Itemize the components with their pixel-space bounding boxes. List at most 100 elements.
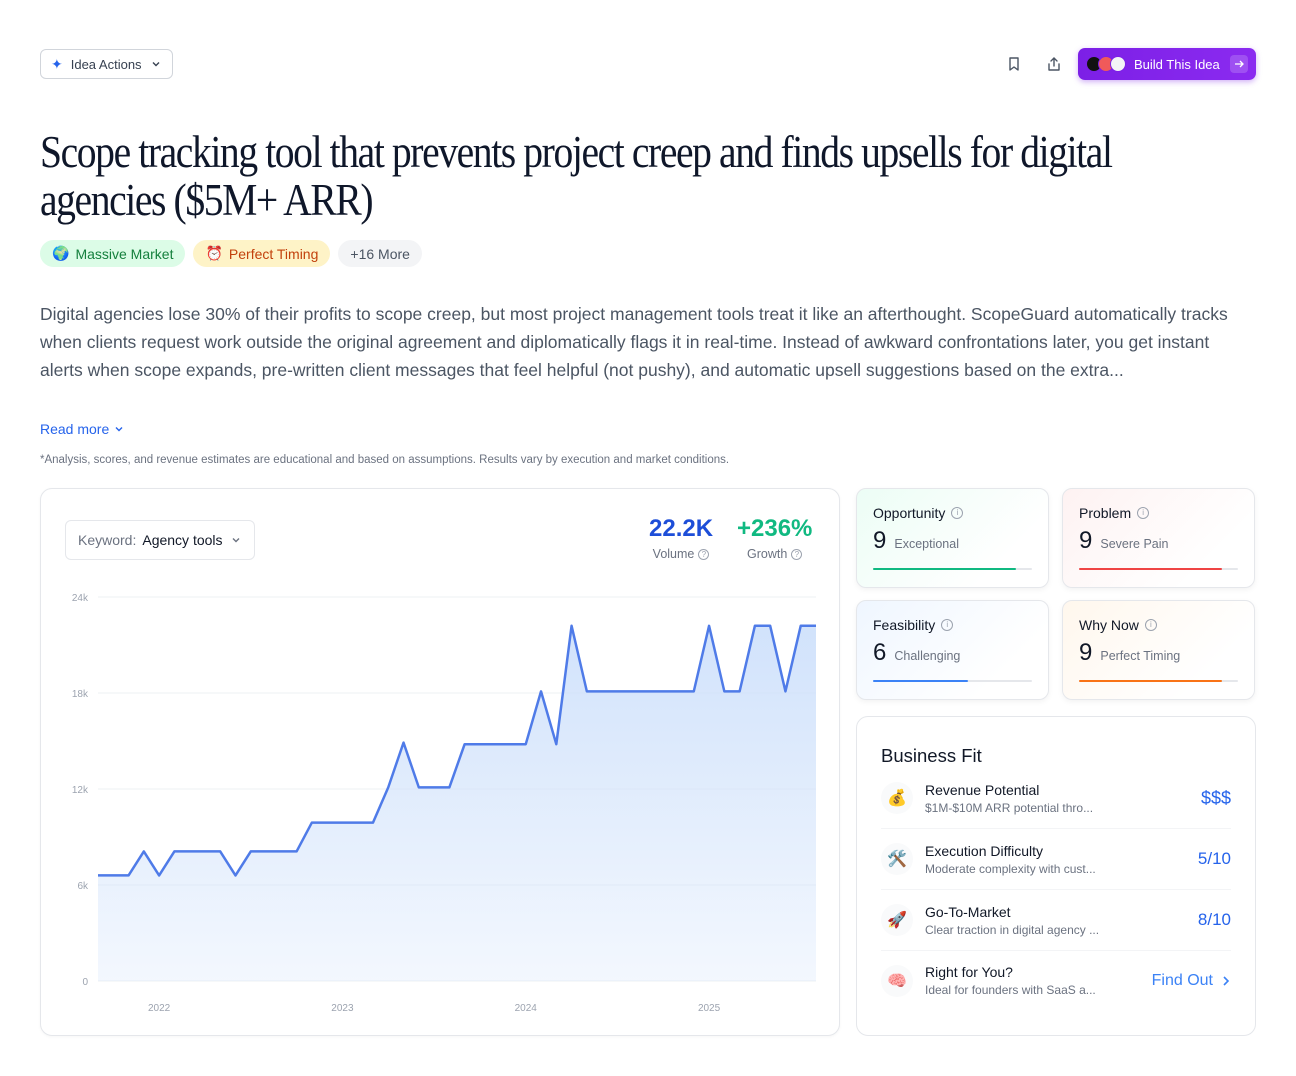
tag-label: +16 More xyxy=(350,245,410,262)
row-title: Execution Difficulty xyxy=(925,842,1044,859)
row-title: Right for You? xyxy=(925,964,1013,980)
row-subtitle: $1M-$10M ARR potential thro... xyxy=(925,800,1094,815)
info-icon[interactable]: i xyxy=(1137,507,1150,519)
score-card-feasibility[interactable]: Feasibility i 6 Challenging xyxy=(856,600,1049,700)
series-line xyxy=(98,624,816,877)
idea-actions-button[interactable]: ✦ Idea Actions xyxy=(40,49,173,79)
y-tick-label: 18k xyxy=(72,689,89,700)
find-out-button[interactable]: Find Out xyxy=(1152,972,1231,990)
score-bar-fill xyxy=(1079,568,1223,570)
score-name: Problem xyxy=(1079,505,1132,521)
find-out-label: Find Out xyxy=(1151,971,1213,989)
score-value: 6 xyxy=(873,639,887,666)
business-fit-card: Business Fit 💰 Revenue Potential $1M-$10M… xyxy=(856,716,1256,1036)
score-bar xyxy=(1079,568,1238,570)
brain-icon: 🧠 xyxy=(881,964,913,997)
y-tick-label: 12k xyxy=(72,785,89,796)
idea-description: Digital agencies lose 30% of their profi… xyxy=(40,304,1228,380)
chevron-down-icon xyxy=(115,427,123,432)
bookmark-button[interactable] xyxy=(1002,52,1026,76)
chevron-right-icon xyxy=(1223,975,1230,986)
y-tick-label: 6k xyxy=(77,881,89,892)
business-fit-row-right-for-you[interactable]: 🧠 Right for You? Ideal for founders with … xyxy=(881,950,1231,1011)
business-fit-row-execution[interactable]: 🛠️ Execution Difficulty Moderate complexi… xyxy=(881,829,1231,890)
keyword-value: Agency tools xyxy=(142,532,223,548)
info-icon[interactable]: i xyxy=(941,619,954,631)
business-fit-title: Business Fit xyxy=(881,745,982,766)
chevron-down-icon xyxy=(152,62,160,67)
tag-label: Massive Market xyxy=(75,245,174,262)
score-desc: Severe Pain xyxy=(1100,537,1169,551)
growth-label: Growth xyxy=(747,547,788,561)
row-subtitle: Ideal for founders with SaaS a... xyxy=(925,983,1096,997)
build-this-idea-button[interactable]: Build This Idea xyxy=(1078,48,1256,80)
row-value: 8/10 xyxy=(1197,910,1231,929)
builder-logos xyxy=(1086,56,1126,72)
score-desc: Exceptional xyxy=(894,537,959,551)
row-value: $$$ xyxy=(1200,787,1231,808)
build-button-label: Build This Idea xyxy=(1134,56,1220,72)
x-tick-label: 2022 xyxy=(148,1003,171,1014)
money-bag-icon: 💰 xyxy=(881,782,913,814)
alarm-clock-icon: ⏰ xyxy=(205,245,223,261)
row-title: Go-To-Market xyxy=(925,903,1011,920)
score-name: Why Now xyxy=(1079,617,1139,633)
score-card-problem[interactable]: Problem i 9 Severe Pain xyxy=(1062,488,1255,588)
chevron-down-icon xyxy=(232,538,240,543)
growth-value: +236% xyxy=(737,515,813,542)
bookmark-icon xyxy=(1009,57,1019,71)
keyword-label: Keyword: xyxy=(78,532,137,548)
sparkle-icon: ✦ xyxy=(51,56,63,72)
volume-stat: 22.2K Volume? xyxy=(649,515,713,561)
score-value: 9 xyxy=(1079,639,1093,666)
x-tick-label: 2024 xyxy=(515,1003,538,1014)
globe-icon: 🌍 xyxy=(52,245,70,261)
tag-label: Perfect Timing xyxy=(228,245,319,262)
series-area xyxy=(98,625,816,981)
score-name: Feasibility xyxy=(873,617,936,633)
score-desc: Perfect Timing xyxy=(1100,649,1181,663)
tag-list: 🌍 Massive Market ⏰ Perfect Timing +16 Mo… xyxy=(40,240,422,267)
help-icon[interactable]: ? xyxy=(698,548,710,560)
score-card-opportunity[interactable]: Opportunity i 9 Exceptional xyxy=(856,488,1049,588)
tag-perfect-timing[interactable]: ⏰ Perfect Timing xyxy=(193,240,331,267)
row-subtitle: Clear traction in digital agency ... xyxy=(925,922,1100,937)
growth-stat: +236% Growth? xyxy=(737,515,812,561)
keyword-select[interactable]: Keyword: Agency tools xyxy=(65,520,255,560)
keyword-trend-card: Keyword: Agency tools 22.2K Volume? +236… xyxy=(40,488,840,1036)
volume-value: 22.2K xyxy=(649,515,714,542)
score-bar-fill xyxy=(873,568,1017,570)
y-tick-label: 24k xyxy=(72,593,89,604)
info-icon[interactable]: i xyxy=(951,507,964,519)
score-bar-fill xyxy=(1079,680,1223,682)
rocket-icon: 🚀 xyxy=(881,904,913,936)
row-value: 5/10 xyxy=(1197,849,1231,868)
read-more-link[interactable]: Read more xyxy=(40,421,125,437)
score-card-why-now[interactable]: Why Now i 9 Perfect Timing xyxy=(1062,600,1255,700)
share-icon xyxy=(1048,57,1060,71)
idea-actions-label: Idea Actions xyxy=(70,56,142,72)
x-tick-label: 2023 xyxy=(331,1003,354,1014)
help-icon[interactable]: ? xyxy=(791,548,803,560)
score-bar-fill xyxy=(873,680,969,682)
info-icon[interactable]: i xyxy=(1144,619,1157,631)
score-bar xyxy=(1079,680,1238,682)
score-name: Opportunity xyxy=(873,505,946,521)
tag-massive-market[interactable]: 🌍 Massive Market xyxy=(40,240,186,267)
score-desc: Challenging xyxy=(894,649,961,663)
score-value: 9 xyxy=(1079,527,1093,554)
volume-label: Volume xyxy=(652,547,695,561)
business-fit-row-gtm[interactable]: 🚀 Go-To-Market Clear traction in digital … xyxy=(881,890,1231,951)
row-subtitle: Moderate complexity with cust... xyxy=(925,861,1096,876)
disclaimer-text: *Analysis, scores, and revenue estimates… xyxy=(40,454,730,466)
row-title: Revenue Potential xyxy=(925,781,1040,798)
x-tick-label: 2025 xyxy=(698,1003,721,1014)
score-value: 9 xyxy=(873,527,887,554)
more-tags-button[interactable]: +16 More xyxy=(338,240,422,267)
page-title: Scope tracking tool that prevents projec… xyxy=(40,127,1113,225)
business-fit-row-revenue[interactable]: 💰 Revenue Potential $1M-$10M ARR potentia… xyxy=(881,768,1231,829)
arrow-right-icon xyxy=(1230,55,1248,73)
tools-icon: 🛠️ xyxy=(881,843,913,875)
read-more-label: Read more xyxy=(40,421,110,437)
share-button[interactable] xyxy=(1042,52,1066,76)
